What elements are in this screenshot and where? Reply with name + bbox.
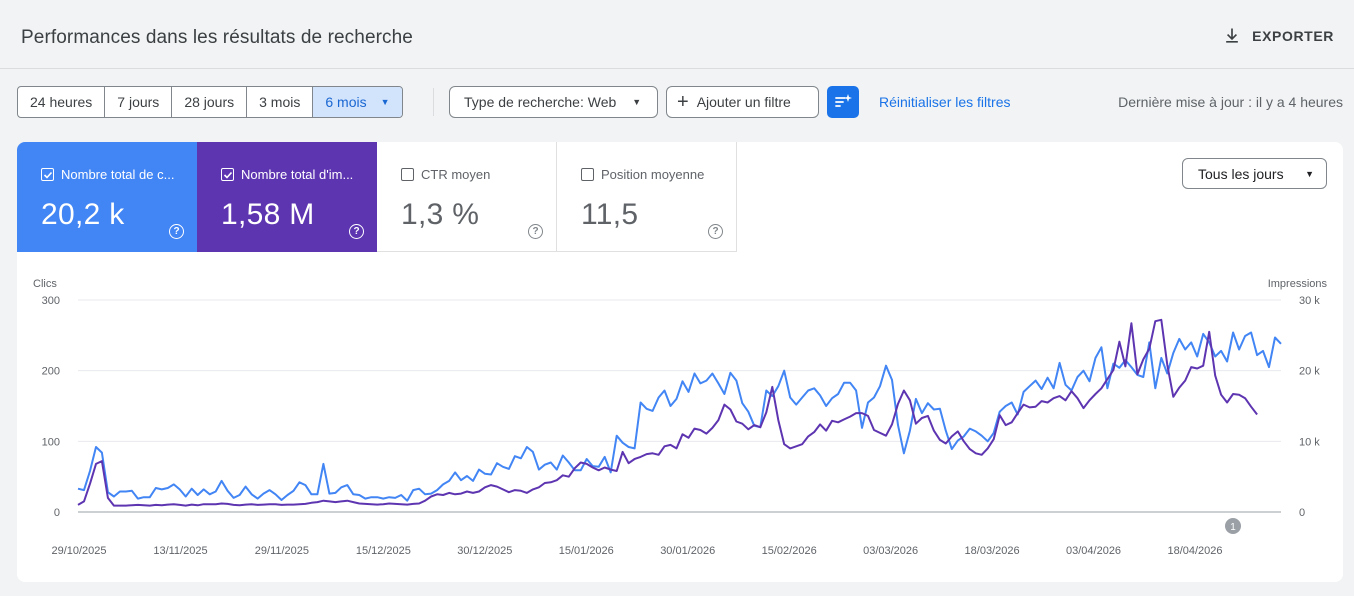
metric-value: 1,3 % [401, 198, 480, 231]
checkbox-checked-icon[interactable] [41, 168, 54, 181]
metric-ctr[interactable]: CTR moyen 1,3 % ? [377, 142, 557, 252]
right-tick-label: 10 k [1299, 436, 1320, 448]
x-tick-label: 30/12/2025 [457, 545, 512, 557]
x-tick-label: 15/01/2026 [559, 545, 614, 557]
metric-impressions[interactable]: Nombre total d'im... 1,58 M ? [197, 142, 377, 252]
add-filter-label: Ajouter un filtre [696, 94, 791, 110]
ai-filter-button[interactable] [827, 86, 859, 118]
x-tick-label: 15/12/2025 [356, 545, 411, 557]
help-icon[interactable]: ? [528, 224, 543, 239]
toolbar-divider [433, 88, 434, 116]
left-tick-label: 0 [54, 507, 60, 519]
chevron-down-icon: ▼ [632, 97, 642, 107]
search-type-dropdown[interactable]: Type de recherche: Web ▼ [449, 86, 658, 118]
x-tick-label: 30/01/2026 [660, 545, 715, 557]
range-6m-button[interactable]: 6 mois ▼ [312, 87, 402, 117]
right-tick-label: 30 k [1299, 295, 1320, 307]
range-label: 7 jours [117, 94, 160, 110]
help-icon[interactable]: ? [708, 224, 723, 239]
last-update-text: Dernière mise à jour : il y a 4 heures [1118, 94, 1343, 110]
range-28d-button[interactable]: 28 jours [172, 87, 248, 117]
x-tick-label: 18/04/2026 [1167, 545, 1222, 557]
annotation-label: 1 [1230, 522, 1236, 533]
metric-label: Nombre total de c... [61, 167, 175, 182]
x-tick-label: 13/11/2025 [153, 545, 207, 557]
granularity-dropdown[interactable]: Tous les jours ▼ [1182, 158, 1327, 189]
metric-label: Nombre total d'im... [241, 167, 354, 182]
metric-value: 11,5 [581, 198, 639, 231]
chevron-down-icon: ▼ [380, 97, 390, 107]
add-filter-button[interactable]: + Ajouter un filtre [666, 86, 819, 118]
annotation-marker [1225, 518, 1241, 534]
metric-clicks[interactable]: Nombre total de c... 20,2 k ? [17, 142, 197, 252]
checkbox-checked-icon[interactable] [221, 168, 234, 181]
x-tick-label: 03/04/2026 [1066, 545, 1121, 557]
chevron-down-icon: ▼ [1305, 168, 1314, 179]
range-7d-button[interactable]: 7 jours [105, 87, 173, 117]
range-label: 6 mois [325, 94, 367, 110]
page-title: Performances dans les résultats de reche… [21, 27, 413, 48]
plus-icon: + [677, 91, 689, 113]
export-label: EXPORTER [1252, 28, 1334, 44]
export-button[interactable]: EXPORTER [1222, 26, 1334, 46]
metric-position[interactable]: Position moyenne 11,5 ? [557, 142, 737, 252]
download-icon [1226, 28, 1239, 43]
checkbox-unchecked-icon[interactable] [401, 168, 414, 181]
help-icon[interactable]: ? [349, 224, 364, 239]
right-axis-title: Impressions [1268, 278, 1328, 290]
search-type-label: Type de recherche: Web [464, 94, 617, 110]
series-line-clics [77, 331, 1282, 502]
range-label: 28 jours [184, 94, 235, 110]
checkbox-unchecked-icon[interactable] [581, 168, 594, 181]
metric-value: 1,58 M [221, 198, 315, 231]
left-tick-label: 100 [42, 436, 60, 448]
series-line-impressions [77, 318, 1258, 507]
range-label: 3 mois [259, 94, 301, 110]
left-axis-title: Clics [33, 278, 57, 290]
x-tick-label: 15/02/2026 [762, 545, 817, 557]
metric-value: 20,2 k [41, 198, 125, 231]
left-tick-label: 200 [42, 366, 60, 378]
right-tick-label: 20 k [1299, 366, 1320, 378]
right-tick-label: 0 [1299, 507, 1305, 519]
performance-chart: 0 100 200 300 0 10 k 20 k 30 k Clics Impressions 2… [33, 278, 1328, 557]
help-icon[interactable]: ? [169, 224, 184, 239]
range-3m-button[interactable]: 3 mois [247, 87, 314, 117]
x-tick-label: 03/03/2026 [863, 545, 918, 557]
x-tick-label: 18/03/2026 [965, 545, 1020, 557]
granularity-label: Tous les jours [1198, 165, 1284, 182]
left-tick-label: 300 [42, 295, 60, 307]
metric-label: CTR moyen [421, 167, 491, 182]
filter-sparkle-icon [835, 94, 852, 107]
x-tick-label: 29/11/2025 [255, 545, 309, 557]
performance-card: 0 100 200 300 0 10 k 20 k 30 k Clics Impressions 2… [17, 142, 1343, 582]
header-divider [0, 68, 1354, 69]
range-24h-button[interactable]: 24 heures [18, 87, 106, 117]
x-tick-label: 29/10/2025 [51, 545, 106, 557]
reset-filters-link[interactable]: Réinitialiser les filtres [879, 94, 1011, 110]
date-range-selector: 24 heures 7 jours 28 jours 3 mois 6 mois… [17, 86, 403, 118]
metric-label: Position moyenne [601, 167, 705, 182]
range-label: 24 heures [30, 94, 93, 110]
